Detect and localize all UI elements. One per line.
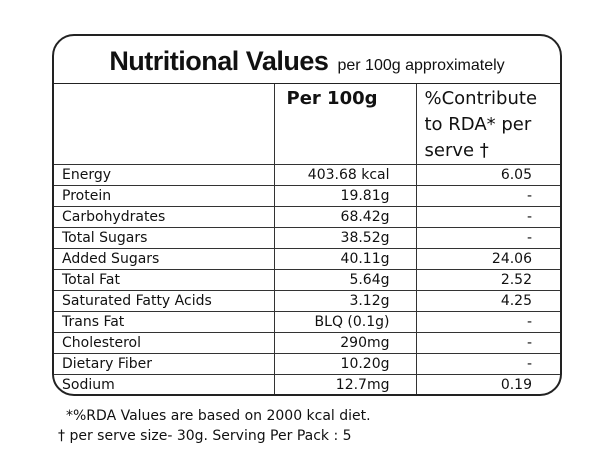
nutrient-value: 24.06 xyxy=(415,248,560,270)
nutrient-value: 6.05 xyxy=(415,164,560,186)
nutrient-name: Protein xyxy=(54,185,275,207)
nutrient-row: Carbohydrates 68.42g - xyxy=(54,206,560,228)
nutrient-name: Total Sugars xyxy=(54,227,275,249)
nutrient-value: 2.52 xyxy=(415,269,560,291)
footnote: *%RDA Values are based on 2000 kcal diet… xyxy=(66,408,371,424)
nutrient-value: 19.81g xyxy=(273,185,417,207)
nutrient-value: 3.12g xyxy=(273,290,417,312)
nutrient-value: 290mg xyxy=(273,332,417,354)
nutrient-row: Total Sugars 38.52g - xyxy=(54,227,560,249)
nutrient-row: Energy 403.68 kcal 6.05 xyxy=(54,164,560,186)
nutrient-value: 4.25 xyxy=(415,290,560,312)
nutrient-name: Total Fat xyxy=(54,269,275,291)
nutrient-row: Sodium 12.7mg 0.19 xyxy=(54,374,560,394)
title-bar: Nutritional Values per 100g approximatel… xyxy=(54,36,560,84)
header-row: Per 100g %Contribute to RDA* per serve † xyxy=(54,84,560,165)
nutrient-name: Cholesterol xyxy=(54,332,275,354)
nutrient-value: - xyxy=(415,353,560,375)
nutrient-row: Protein 19.81g - xyxy=(54,185,560,207)
nutrient-value: 68.42g xyxy=(273,206,417,228)
table-body: Per 100g %Contribute to RDA* per serve †… xyxy=(54,84,560,394)
nutrient-value: - xyxy=(415,185,560,207)
nutrition-panel: Nutritional Values per 100g approximatel… xyxy=(52,34,562,396)
title: Nutritional Values xyxy=(109,46,329,76)
nutrient-name: Dietary Fiber xyxy=(54,353,275,375)
nutrient-value: - xyxy=(415,332,560,354)
nutrient-value: 10.20g xyxy=(273,353,417,375)
nutrient-row: Trans Fat BLQ (0.1g) - xyxy=(54,311,560,333)
nutrient-name: Saturated Fatty Acids xyxy=(54,290,275,312)
header-cell: Per 100g xyxy=(273,84,417,165)
nutrient-value: 38.52g xyxy=(273,227,417,249)
nutrient-row: Added Sugars 40.11g 24.06 xyxy=(54,248,560,270)
nutrient-value: 12.7mg xyxy=(273,374,417,394)
nutrient-row: Saturated Fatty Acids 3.12g 4.25 xyxy=(54,290,560,312)
header-cell: %Contribute to RDA* per serve † xyxy=(415,84,560,165)
nutrient-value: BLQ (0.1g) xyxy=(273,311,417,333)
nutrient-value: 403.68 kcal xyxy=(273,164,417,186)
nutrient-value: 40.11g xyxy=(273,248,417,270)
subtitle: per 100g approximately xyxy=(337,57,505,74)
nutrient-row: Cholesterol 290mg - xyxy=(54,332,560,354)
nutrient-name: Energy xyxy=(54,164,275,186)
header-cell xyxy=(54,84,275,165)
nutrient-row: Dietary Fiber 10.20g - xyxy=(54,353,560,375)
nutrient-name: Trans Fat xyxy=(54,311,275,333)
nutrition-table: Per 100g %Contribute to RDA* per serve †… xyxy=(54,84,560,394)
nutrient-value: 5.64g xyxy=(273,269,417,291)
nutrient-name: Sodium xyxy=(54,374,275,394)
nutrient-value: 0.19 xyxy=(415,374,560,394)
nutrient-name: Carbohydrates xyxy=(54,206,275,228)
nutrient-value: - xyxy=(415,206,560,228)
footnote: † per serve size- 30g. Serving Per Pack … xyxy=(58,428,352,444)
nutrient-value: - xyxy=(415,227,560,249)
nutrient-value: - xyxy=(415,311,560,333)
nutrient-name: Added Sugars xyxy=(54,248,275,270)
nutrient-row: Total Fat 5.64g 2.52 xyxy=(54,269,560,291)
